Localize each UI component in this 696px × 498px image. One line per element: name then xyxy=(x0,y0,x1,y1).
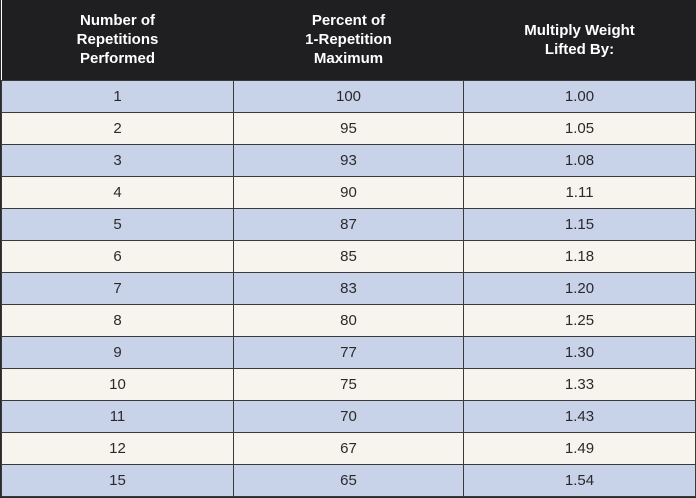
cell-repetitions: 2 xyxy=(1,111,234,145)
cell-percent: 67 xyxy=(233,431,464,465)
cell-multiplier: 1.25 xyxy=(463,303,696,337)
cell-multiplier: 1.11 xyxy=(463,175,696,209)
cell-repetitions: 10 xyxy=(1,367,234,401)
column-header-multiplier: Multiply Weight Lifted By: xyxy=(463,0,696,80)
cell-percent: 70 xyxy=(233,399,464,433)
cell-repetitions: 5 xyxy=(1,207,234,241)
cell-percent: 95 xyxy=(233,111,464,145)
header-line: Percent of xyxy=(311,12,386,30)
cell-multiplier: 1.05 xyxy=(463,111,696,145)
cell-repetitions: 1 xyxy=(1,79,234,113)
table-row: 7 83 1.20 xyxy=(1,271,696,305)
table-row: 5 87 1.15 xyxy=(1,207,696,241)
table-row: 6 85 1.18 xyxy=(1,239,696,273)
table-row: 15 65 1.54 xyxy=(1,463,696,498)
table-header: Number of Repetitions Performed Percent … xyxy=(1,0,696,80)
cell-repetitions: 9 xyxy=(1,335,234,369)
header-line: 1-Repetition xyxy=(305,31,392,49)
cell-percent: 100 xyxy=(233,79,464,113)
table-row: 11 70 1.43 xyxy=(1,399,696,433)
cell-percent: 65 xyxy=(233,463,464,498)
cell-multiplier: 1.33 xyxy=(463,367,696,401)
table-row: 1 100 1.00 xyxy=(1,79,696,113)
cell-percent: 77 xyxy=(233,335,464,369)
cell-multiplier: 1.30 xyxy=(463,335,696,369)
table-row: 8 80 1.25 xyxy=(1,303,696,337)
cell-repetitions: 3 xyxy=(1,143,234,177)
table-row: 12 67 1.49 xyxy=(1,431,696,465)
table-body: 1 100 1.00 2 95 1.05 3 93 1.08 4 90 1.11 5 87 1.15 6 85 1… xyxy=(1,79,696,498)
table-row: 10 75 1.33 xyxy=(1,367,696,401)
cell-percent: 93 xyxy=(233,143,464,177)
header-row: Number of Repetitions Performed Percent … xyxy=(1,0,696,80)
cell-repetitions: 6 xyxy=(1,239,234,273)
cell-multiplier: 1.00 xyxy=(463,79,696,113)
header-line: Repetitions xyxy=(76,31,159,49)
header-line: Performed xyxy=(79,50,156,68)
cell-repetitions: 8 xyxy=(1,303,234,337)
cell-percent: 90 xyxy=(233,175,464,209)
cell-repetitions: 4 xyxy=(1,175,234,209)
column-header-percent: Percent of 1-Repetition Maximum xyxy=(233,0,464,80)
cell-multiplier: 1.20 xyxy=(463,271,696,305)
header-line: Multiply Weight xyxy=(524,21,635,39)
header-line: Number of xyxy=(80,12,155,30)
cell-repetitions: 7 xyxy=(1,271,234,305)
cell-multiplier: 1.49 xyxy=(463,431,696,465)
header-line: Lifted By: xyxy=(544,40,615,58)
cell-multiplier: 1.15 xyxy=(463,207,696,241)
cell-percent: 85 xyxy=(233,239,464,273)
cell-multiplier: 1.18 xyxy=(463,239,696,273)
cell-repetitions: 15 xyxy=(1,463,234,498)
cell-multiplier: 1.54 xyxy=(463,463,696,498)
table-row: 4 90 1.11 xyxy=(1,175,696,209)
table-row: 2 95 1.05 xyxy=(1,111,696,145)
cell-percent: 83 xyxy=(233,271,464,305)
table-row: 3 93 1.08 xyxy=(1,143,696,177)
cell-percent: 80 xyxy=(233,303,464,337)
header-line: Maximum xyxy=(313,50,384,68)
cell-percent: 75 xyxy=(233,367,464,401)
cell-repetitions: 11 xyxy=(1,399,234,433)
column-header-repetitions: Number of Repetitions Performed xyxy=(1,0,234,80)
table-row: 9 77 1.30 xyxy=(1,335,696,369)
cell-repetitions: 12 xyxy=(1,431,234,465)
cell-multiplier: 1.43 xyxy=(463,399,696,433)
cell-multiplier: 1.08 xyxy=(463,143,696,177)
cell-percent: 87 xyxy=(233,207,464,241)
